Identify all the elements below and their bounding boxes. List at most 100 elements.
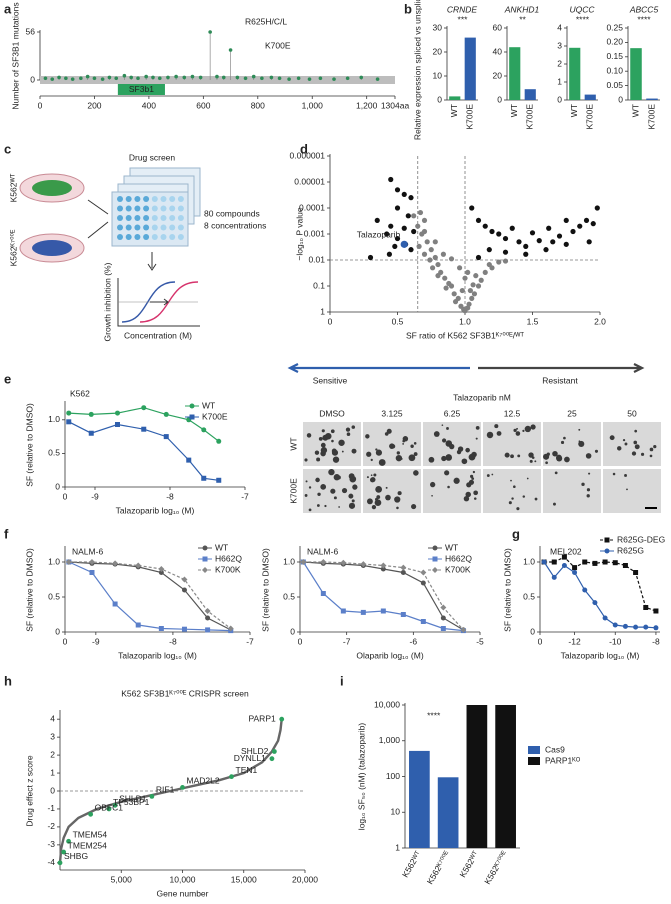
y-tick-label: 0	[530, 626, 535, 636]
colony	[649, 447, 654, 452]
x-tick-label: -7	[241, 491, 249, 501]
gene-label: SHBG	[64, 851, 88, 861]
colony	[395, 454, 403, 462]
marker	[551, 559, 557, 565]
well	[143, 205, 150, 212]
series-line	[58, 719, 283, 863]
point	[459, 287, 465, 294]
gene-label: TEN1	[236, 765, 258, 775]
well	[160, 196, 167, 202]
y-tick-label: 0.5	[283, 591, 295, 601]
well	[151, 196, 158, 202]
colony	[391, 444, 396, 449]
point	[408, 247, 414, 253]
marker	[643, 624, 649, 630]
marker	[112, 601, 118, 607]
colony-image	[603, 422, 661, 466]
colony	[456, 449, 462, 455]
marker	[380, 562, 387, 569]
marker	[633, 624, 639, 630]
colony-image	[483, 469, 541, 513]
colony	[332, 456, 340, 463]
marker	[158, 626, 164, 631]
legend-marker	[189, 403, 195, 409]
colony-images: Talazoparib nM DMSO 3.125 6.25 12.5 25 50 WT K7…	[288, 392, 661, 513]
highlight-point	[61, 849, 67, 855]
colony	[402, 443, 405, 445]
legend-label: R625G-DEG	[617, 534, 665, 544]
colony	[578, 428, 581, 431]
marker	[602, 615, 608, 621]
point	[550, 239, 556, 245]
series-line	[68, 421, 219, 481]
y-tick-label: 0.000001	[290, 150, 326, 160]
legend-label: Cas9	[545, 744, 565, 754]
colony	[508, 501, 512, 505]
panel-label: b	[404, 1, 412, 16]
bar	[509, 47, 521, 100]
colony	[394, 496, 401, 503]
gene-label: MAD2L2	[187, 776, 220, 786]
y-tick-label: 1,000	[379, 735, 401, 745]
marker	[135, 562, 142, 569]
colony	[325, 432, 332, 440]
panel-label: c	[4, 141, 11, 156]
lollipop-head	[70, 77, 75, 81]
well	[160, 215, 167, 221]
y-tick-label: 0	[437, 94, 442, 104]
colony	[530, 424, 536, 430]
marker	[360, 561, 367, 568]
colony	[529, 459, 533, 463]
point	[543, 247, 549, 253]
bar	[646, 98, 658, 100]
point	[469, 295, 475, 302]
colony	[522, 495, 526, 498]
lollipop-head	[129, 75, 134, 80]
well	[125, 215, 132, 221]
marker	[65, 559, 72, 565]
significance: ****	[637, 14, 651, 24]
legend-marker	[432, 567, 438, 573]
marker	[622, 563, 628, 568]
point	[401, 225, 407, 231]
marker	[216, 477, 222, 483]
x-tick-label: 5,000	[111, 874, 133, 884]
point	[384, 231, 390, 237]
point	[421, 251, 428, 257]
lollipop-head	[43, 76, 48, 81]
colony	[526, 477, 529, 480]
colony	[338, 506, 340, 508]
lollipop-head	[269, 75, 274, 80]
colony	[430, 481, 436, 488]
cell-line: K562ᵂᵀ	[8, 173, 18, 202]
y-tick-label: 20	[433, 46, 443, 56]
y-tick-label: 1.0	[283, 556, 295, 566]
point	[523, 251, 529, 257]
lollipop-head	[287, 77, 291, 81]
colony	[305, 480, 308, 483]
colony	[554, 471, 558, 475]
marker	[89, 570, 95, 575]
chart-title: NALM-6	[72, 546, 103, 556]
x-tick-label: 1.5	[527, 316, 539, 326]
x-tick-label: 15,000	[231, 874, 257, 884]
chart-title: K562 SF3B1ᴷ⁷⁰⁰ᴱ CRISPR screen	[121, 688, 249, 698]
y-tick-label: 1	[395, 842, 400, 852]
colony	[324, 504, 327, 508]
y-tick-label: 0.1	[313, 280, 325, 290]
y-tick-label: 1.0	[48, 414, 60, 424]
marker	[88, 430, 94, 436]
y-tick-label: 0	[290, 626, 295, 636]
colony	[402, 436, 409, 442]
point	[523, 243, 529, 250]
point	[405, 213, 411, 219]
lollipop-head	[296, 76, 301, 81]
gene-label: OBFC1	[95, 803, 124, 813]
legend-label: H662Q	[445, 553, 472, 563]
position-band	[40, 76, 395, 84]
colony	[370, 458, 373, 462]
well	[117, 234, 123, 240]
lollipop-head	[79, 76, 83, 81]
column-label: 12.5	[504, 408, 521, 418]
marker	[320, 591, 326, 596]
